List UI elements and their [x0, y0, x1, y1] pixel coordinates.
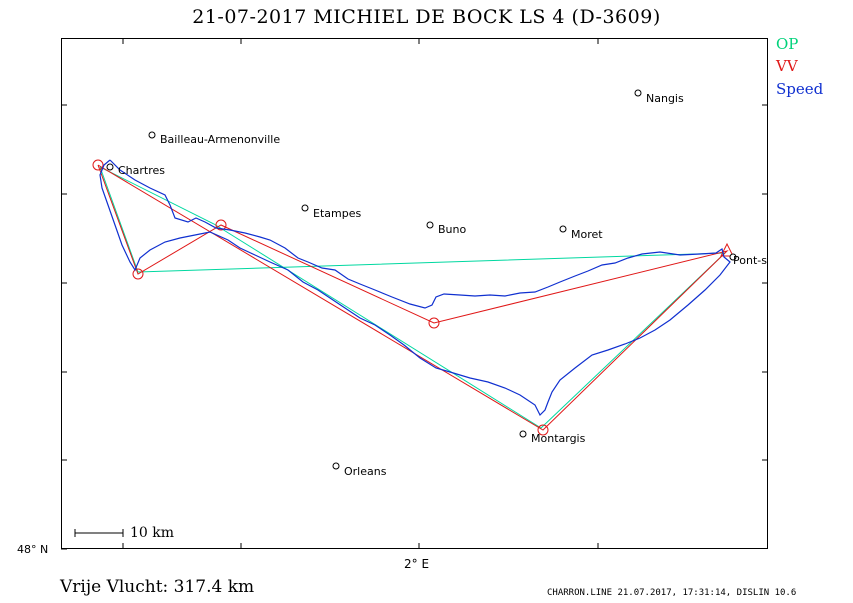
city-label: Buno [438, 223, 466, 236]
legend-op: OP [776, 35, 799, 53]
city-label: Chartres [118, 164, 165, 177]
legend-vv: VV [776, 57, 798, 75]
op-task-line [99, 166, 727, 429]
scale-bar-label: 10 km [130, 525, 175, 541]
axis-ticks [61, 38, 768, 550]
city-label: Nangis [646, 92, 684, 105]
city-label: Orleans [344, 465, 387, 478]
flight-trace [99, 159, 731, 417]
city-label: Moret [571, 228, 603, 241]
distance-result: Vrije Vlucht: 317.4 km [60, 577, 255, 597]
longitude-label: 2° E [404, 557, 430, 571]
map-frame [61, 38, 768, 549]
latitude-label: 48° N [17, 543, 49, 556]
legend-speed: Speed [776, 80, 824, 98]
scale-bar [74, 529, 124, 537]
vv-task-line [97, 164, 729, 431]
city-label: Bailleau-Armenonville [160, 133, 280, 146]
city-label: Etampes [313, 207, 361, 220]
city-label: Pont-s [733, 254, 767, 267]
footer-info: CHARRON.LINE 21.07.2017, 17:31:14, DISLI… [547, 588, 797, 598]
chart-title: 21-07-2017 MICHIEL DE BOCK LS 4 (D-3609) [192, 6, 661, 28]
city-markers [106, 89, 737, 470]
vv-turnpoints [92, 159, 734, 436]
city-label: Montargis [531, 432, 586, 445]
city-labels: Nangis Bailleau-Armenonville Chartres Et… [118, 92, 767, 478]
